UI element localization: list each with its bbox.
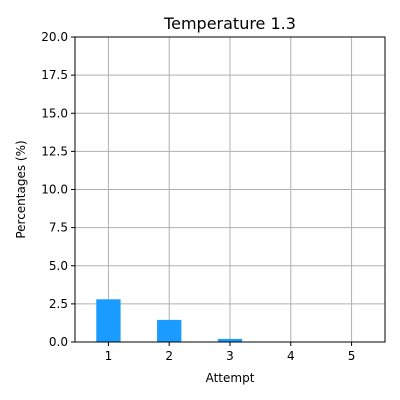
x-tick-label: 5 [348,349,356,363]
y-axis-label: Percentages (%) [14,140,28,238]
y-tick-label: 12.5 [41,144,68,158]
x-tick-label: 1 [105,349,113,363]
bar-attempt-3 [217,338,243,342]
y-tick-label: 10.0 [41,183,68,197]
grid-layer [75,36,385,343]
x-tick-label: 3 [226,349,234,363]
y-tick-label: 20.0 [41,30,68,44]
x-axis-label: Attempt [206,371,255,385]
y-tick-label: 5.0 [49,259,68,273]
bar-attempt-1 [96,299,121,342]
y-tick-label: 17.5 [41,68,68,82]
x-tick-label: 2 [165,349,173,363]
chart-title: Temperature 1.3 [163,14,296,33]
y-tick-label: 15.0 [41,106,68,120]
bar-layer [96,299,243,342]
x-tick-label: 4 [287,349,295,363]
y-tick-label: 7.5 [49,221,68,235]
tick-layer: 1 2 3 4 5 0.0 2.5 5.0 7.5 10.0 12.5 15.0 17.5 20.0 [41,30,355,363]
y-tick-label: 0.0 [49,335,68,349]
y-tick-label: 2.5 [49,297,68,311]
bar-attempt-2 [157,319,182,342]
